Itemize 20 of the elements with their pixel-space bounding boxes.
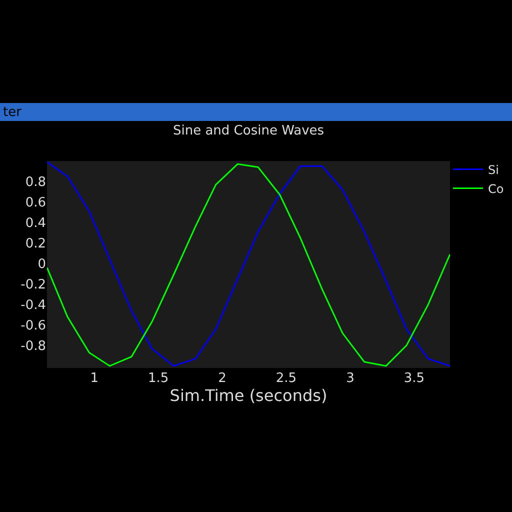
y-tick-label: 0: [38, 257, 46, 272]
y-tick-label: 0.4: [25, 216, 46, 232]
x-tick-label: 2: [218, 371, 226, 386]
x-tick-label: 3.5: [404, 371, 425, 386]
y-tick-label: -0.4: [20, 298, 46, 314]
x-axis-title: Sim.Time (seconds): [170, 386, 328, 405]
y-tick-label: 0.2: [25, 236, 46, 252]
y-tick-label: 0.6: [25, 196, 46, 211]
x-tick-label: 3: [346, 371, 354, 386]
chart-title: Sine and Cosine Waves: [172, 124, 324, 139]
y-tick-label: 0.8: [25, 175, 46, 190]
text: ter: [3, 105, 22, 120]
y-tick-label: -0.6: [20, 318, 46, 334]
legend-label: Si: [488, 162, 499, 177]
y-tick-label: -0.8: [20, 339, 46, 354]
legend-label: Co: [488, 182, 504, 196]
x-tick-label: 1.5: [148, 371, 169, 386]
y-tick-label: -0.2: [20, 278, 46, 293]
x-tick-label: 2.5: [276, 371, 297, 386]
x-tick-label: 1: [90, 371, 98, 386]
